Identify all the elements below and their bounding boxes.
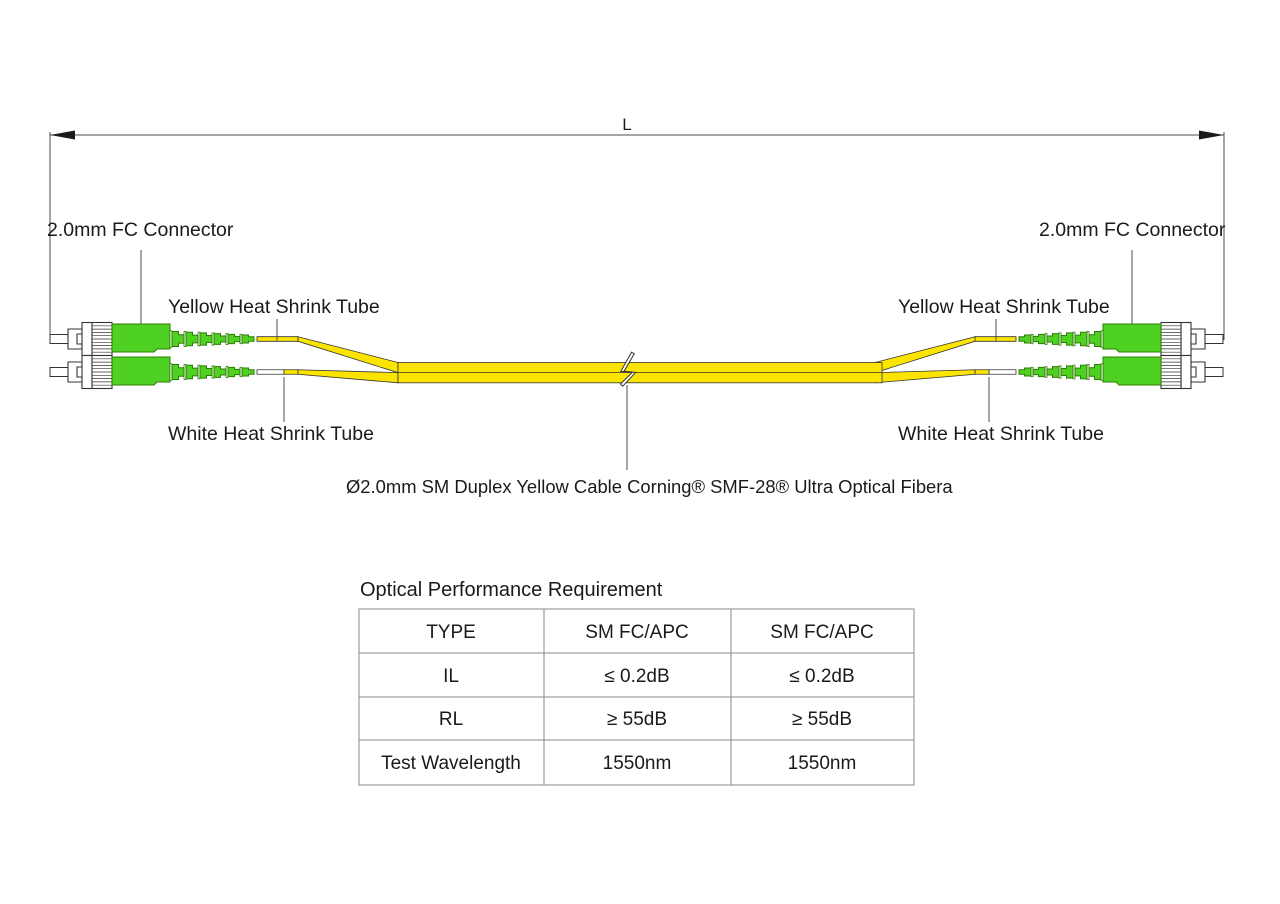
svg-text:Optical Performance Requiremen: Optical Performance Requirement	[360, 579, 663, 601]
svg-text:IL: IL	[443, 666, 459, 687]
svg-text:≥ 55dB: ≥ 55dB	[792, 709, 852, 730]
svg-text:SM FC/APC: SM FC/APC	[585, 622, 688, 643]
svg-text:L: L	[622, 115, 631, 134]
svg-text:≤ 0.2dB: ≤ 0.2dB	[604, 666, 669, 687]
svg-text:≥ 55dB: ≥ 55dB	[607, 709, 667, 730]
svg-text:1550nm: 1550nm	[788, 753, 857, 774]
svg-text:White Heat Shrink Tube: White Heat Shrink Tube	[898, 423, 1104, 445]
svg-text:Ø2.0mm SM Duplex Yellow Cable: Ø2.0mm SM Duplex Yellow Cable Corning® S…	[346, 476, 953, 497]
svg-text:RL: RL	[439, 709, 463, 730]
svg-text:Test Wavelength: Test Wavelength	[381, 753, 521, 774]
svg-text:≤ 0.2dB: ≤ 0.2dB	[789, 666, 854, 687]
svg-text:SM FC/APC: SM FC/APC	[770, 622, 873, 643]
svg-text:TYPE: TYPE	[426, 622, 476, 643]
svg-text:2.0mm FC Connector: 2.0mm FC Connector	[1039, 219, 1226, 241]
svg-text:Yellow Heat Shrink Tube: Yellow Heat Shrink Tube	[898, 296, 1110, 318]
svg-text:White Heat Shrink Tube: White Heat Shrink Tube	[168, 423, 374, 445]
svg-text:1550nm: 1550nm	[603, 753, 672, 774]
svg-text:2.0mm FC Connector: 2.0mm FC Connector	[47, 219, 234, 241]
svg-text:Yellow Heat Shrink Tube: Yellow Heat Shrink Tube	[168, 296, 380, 318]
